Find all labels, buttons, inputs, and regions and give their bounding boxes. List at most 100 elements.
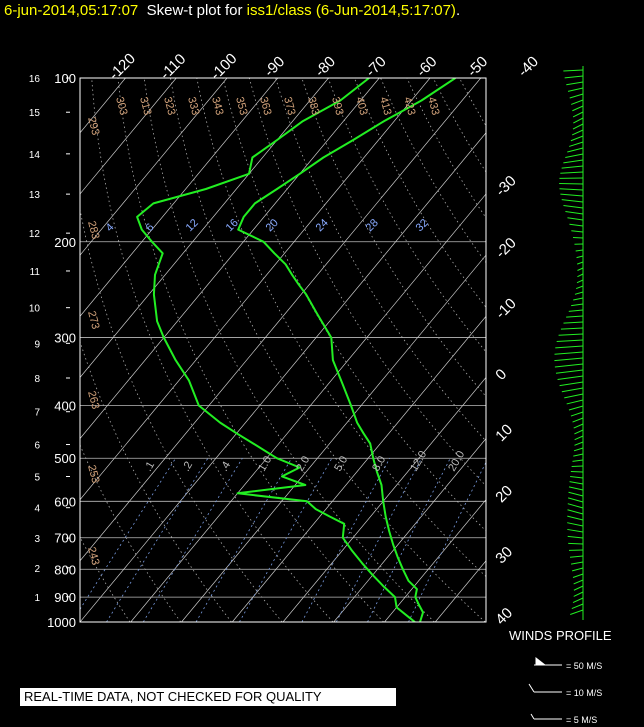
mixing-ratio-lower-label: .2 [180, 460, 195, 474]
wind-barb [563, 159, 584, 164]
wind-barb [565, 210, 584, 215]
height-label-9: 9 [34, 339, 40, 350]
wind-barb [569, 93, 584, 99]
isotherm-right-label: 10 [492, 421, 516, 445]
isotherm-right-label: -10 [492, 295, 519, 322]
wind-barb [561, 199, 584, 203]
wind-barb [568, 542, 584, 545]
wind-barb [554, 351, 584, 355]
wind-barb [564, 393, 584, 399]
isotherm--30 [130, 193, 486, 622]
height-label-15: 15 [29, 108, 41, 119]
wind-barb [572, 105, 584, 112]
isotherm--110 [80, 78, 177, 195]
dry-adiabat-403 [406, 78, 486, 219]
dry-adiabat-label: 333 [185, 96, 201, 117]
wind-barb [567, 503, 584, 509]
mixing-ratio-upper-label: 24 [314, 217, 331, 234]
isotherm-right-label: -20 [492, 235, 519, 262]
wind-barb [571, 303, 584, 307]
wind-barb [560, 171, 584, 174]
wind-barb [571, 99, 584, 105]
wind-barb [564, 75, 584, 79]
wind-barb [570, 135, 584, 142]
mixing-ratio-8 [335, 458, 422, 622]
dry-adiabat-label: 423 [401, 96, 417, 117]
wind-barb [569, 481, 584, 485]
wind-barb [577, 273, 584, 278]
chart-title: 6-jun-2014,05:17:07 Skew-t plot for iss1… [4, 2, 460, 19]
wind-barb [567, 147, 584, 153]
isotherm-top-label: -70 [362, 53, 389, 80]
isotherm--140 [0, 78, 24, 622]
height-label-12: 12 [29, 229, 41, 240]
wind-barb [565, 153, 584, 159]
dry-adiabat-left-label: 243 [85, 546, 101, 567]
dry-adiabat-393 [380, 78, 486, 264]
wind-barb [569, 223, 584, 227]
isotherm-top-label: -50 [464, 53, 491, 80]
wind-barb [555, 345, 584, 349]
wind-barb [559, 381, 584, 387]
wind-barb [568, 486, 584, 491]
isotherm-right-label: -30 [492, 172, 519, 199]
height-label-5: 5 [34, 473, 40, 484]
dry-adiabat-313 [170, 78, 486, 622]
title-end: . [455, 2, 461, 19]
height-label-16: 16 [29, 74, 41, 85]
wind-barb [572, 459, 584, 462]
isotherm-top-label: -40 [515, 53, 542, 80]
mixing-ratio-lower-label: 1.0 [256, 454, 274, 473]
pressure-label-900: 900 [54, 590, 76, 605]
dry-adiabat-left-label: 293 [85, 116, 101, 137]
wind-barb [574, 291, 584, 295]
dry-adiabat-left-label: 283 [85, 220, 101, 241]
dry-adiabat-label: 403 [353, 96, 369, 117]
isotherm-40 [485, 621, 486, 622]
mixing-ratio-lower-label: 12.0 [408, 449, 429, 474]
wind-barb [573, 585, 584, 591]
dry-adiabat-label: 313 [137, 96, 153, 117]
isotherm-10 [333, 438, 486, 622]
mixing-ratio-upper-label: 32 [414, 217, 431, 234]
wind-legend-barb-glyph [528, 683, 562, 693]
wind-barb [567, 217, 584, 221]
mixing-ratio-lower-label: 5.0 [332, 454, 350, 473]
height-label-4: 4 [34, 504, 40, 515]
isotherm-top-label: -80 [312, 53, 339, 80]
isotherm-50 [537, 78, 644, 622]
dry-adiabat-433 [485, 78, 486, 80]
dry-adiabat-left-label: 273 [85, 310, 101, 331]
wind-barb [573, 117, 584, 124]
mixing-ratio-upper-label: 16 [224, 217, 241, 234]
wind-barb [567, 87, 584, 92]
wind-barb [572, 123, 584, 130]
wind-barb [566, 315, 584, 318]
wind-barb [574, 429, 584, 435]
wind-barb [571, 603, 584, 610]
dry-adiabat-283 [91, 78, 334, 622]
isotherm-right-label: 20 [492, 482, 516, 506]
dry-adiabat-333 [222, 78, 486, 532]
pressure-label-100: 100 [54, 71, 76, 86]
wind-barb [571, 230, 584, 233]
height-label-1: 1 [34, 593, 40, 604]
wind-barb [567, 522, 584, 527]
wind-barb [576, 261, 584, 265]
wind-barb [570, 470, 584, 473]
wind-barb [569, 555, 584, 558]
dry-adiabat-243 [80, 536, 131, 622]
height-label-7: 7 [34, 408, 40, 419]
wind-barb [566, 399, 584, 405]
wind-barb [573, 297, 584, 301]
pressure-label-500: 500 [54, 451, 76, 466]
wind-barb [576, 279, 584, 284]
wind-barb [573, 423, 584, 429]
wind-barb [570, 609, 584, 615]
wind-barb [570, 561, 584, 565]
isotherm--20 [181, 254, 486, 622]
dry-adiabat-label: 413 [377, 96, 393, 117]
wind-barb [563, 321, 584, 324]
wind-barb [571, 129, 584, 136]
wind-barb [567, 528, 584, 533]
